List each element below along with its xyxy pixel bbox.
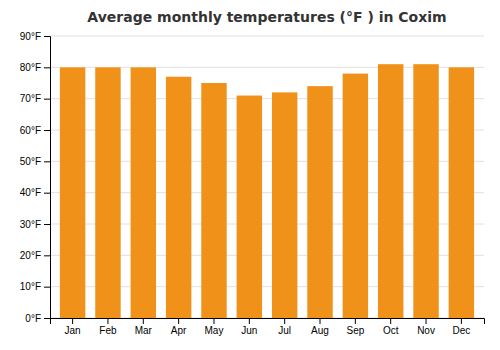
y-tick-label: 60°F bbox=[20, 125, 41, 136]
y-tick: 80°F bbox=[20, 62, 50, 73]
y-tick: 40°F bbox=[20, 187, 50, 198]
x-tick-label: Aug bbox=[311, 325, 329, 336]
x-tick-mark bbox=[426, 318, 427, 324]
bar bbox=[272, 92, 297, 318]
y-tick-label: 50°F bbox=[20, 156, 41, 167]
bar bbox=[307, 86, 332, 318]
y-tick-label: 20°F bbox=[20, 250, 41, 261]
y-tick-mark bbox=[44, 287, 50, 288]
bar bbox=[449, 67, 474, 318]
chart: 0°F 10°F 20°F 30°F 40°F 50°F 60°F 70°F 80°F 90°F J… bbox=[0, 0, 500, 350]
x-tick: Dec bbox=[452, 318, 470, 336]
x-tick-label: Jul bbox=[278, 325, 291, 336]
grid bbox=[50, 36, 484, 318]
x-tick-label: May bbox=[205, 325, 224, 336]
bar bbox=[201, 83, 226, 318]
x-tick-mark bbox=[390, 318, 391, 324]
x-tick: Aug bbox=[311, 318, 329, 336]
y-tick-mark bbox=[44, 67, 50, 68]
x-tick-mark bbox=[249, 318, 250, 324]
x-tick: Nov bbox=[417, 318, 435, 336]
x-tick-mark bbox=[72, 318, 73, 324]
x-tick: Apr bbox=[171, 318, 187, 336]
y-tick: 70°F bbox=[20, 93, 50, 104]
x-tick-label: Dec bbox=[452, 325, 470, 336]
bar bbox=[131, 67, 156, 318]
x-tick-label: Mar bbox=[135, 325, 153, 336]
y-tick-mark bbox=[44, 99, 50, 100]
y-tick-mark bbox=[44, 255, 50, 256]
x-tick: Feb bbox=[99, 318, 117, 336]
bar bbox=[95, 67, 120, 318]
bar bbox=[237, 96, 262, 318]
x-tick-label: Nov bbox=[417, 325, 435, 336]
x-tick-label: Oct bbox=[383, 325, 399, 336]
y-tick-mark bbox=[44, 130, 50, 131]
y-tick-mark bbox=[44, 318, 50, 319]
x-tick-mark bbox=[143, 318, 144, 324]
y-tick: 90°F bbox=[20, 31, 50, 42]
x-axis: Jan Feb Mar Apr May Jun Jul Aug Sep Oct Nov Dec bbox=[51, 318, 485, 336]
y-tick: 60°F bbox=[20, 125, 50, 136]
y-tick: 20°F bbox=[20, 250, 50, 261]
y-tick-label: 70°F bbox=[20, 93, 41, 104]
y-tick: 50°F bbox=[20, 156, 50, 167]
title: Average monthly temperatures (°F ) in Co… bbox=[87, 9, 446, 25]
x-tick: Oct bbox=[383, 318, 399, 336]
y-tick-mark bbox=[44, 36, 50, 37]
y-tick-label: 40°F bbox=[20, 187, 41, 198]
plot-area: 0°F 10°F 20°F 30°F 40°F 50°F 60°F 70°F 80°F 90°F J… bbox=[20, 31, 485, 336]
x-tick-label: Jan bbox=[65, 325, 81, 336]
x-tick-mark bbox=[107, 318, 108, 324]
x-tick-label: Sep bbox=[346, 325, 364, 336]
x-tick-label: Feb bbox=[99, 325, 117, 336]
bar bbox=[60, 67, 85, 318]
x-tick-mark bbox=[213, 318, 214, 324]
bar bbox=[343, 74, 368, 318]
x-tick-mark bbox=[178, 318, 179, 324]
x-tick-mark bbox=[320, 318, 321, 324]
x-tick-mark bbox=[461, 318, 462, 324]
x-axis-line bbox=[51, 319, 485, 325]
y-tick-label: 80°F bbox=[20, 62, 41, 73]
x-tick: Jan bbox=[65, 318, 81, 336]
x-tick: Sep bbox=[346, 318, 364, 336]
y-tick-mark bbox=[44, 193, 50, 194]
bars bbox=[60, 64, 474, 318]
y-tick: 30°F bbox=[20, 219, 50, 230]
bar bbox=[166, 77, 191, 318]
x-tick: Jul bbox=[278, 318, 291, 336]
y-tick: 10°F bbox=[20, 281, 50, 292]
x-tick: May bbox=[205, 318, 224, 336]
x-tick-label: Apr bbox=[171, 325, 187, 336]
x-tick: Mar bbox=[135, 318, 153, 336]
y-tick-mark bbox=[44, 161, 50, 162]
x-tick-label: Jun bbox=[241, 325, 257, 336]
bar bbox=[413, 64, 438, 318]
y-tick: 0°F bbox=[25, 313, 50, 324]
x-tick-mark bbox=[355, 318, 356, 324]
x-tick-mark bbox=[284, 318, 285, 324]
y-axis-line bbox=[44, 37, 51, 319]
y-tick-label: 90°F bbox=[20, 31, 41, 42]
bar bbox=[378, 64, 403, 318]
y-tick-mark bbox=[44, 224, 50, 225]
y-tick-label: 0°F bbox=[25, 313, 41, 324]
y-tick-label: 30°F bbox=[20, 219, 41, 230]
y-tick-label: 10°F bbox=[20, 281, 41, 292]
y-axis: 0°F 10°F 20°F 30°F 40°F 50°F 60°F 70°F 80°F 90°F bbox=[20, 31, 51, 324]
grid-line bbox=[50, 36, 484, 37]
x-tick: Jun bbox=[241, 318, 257, 336]
